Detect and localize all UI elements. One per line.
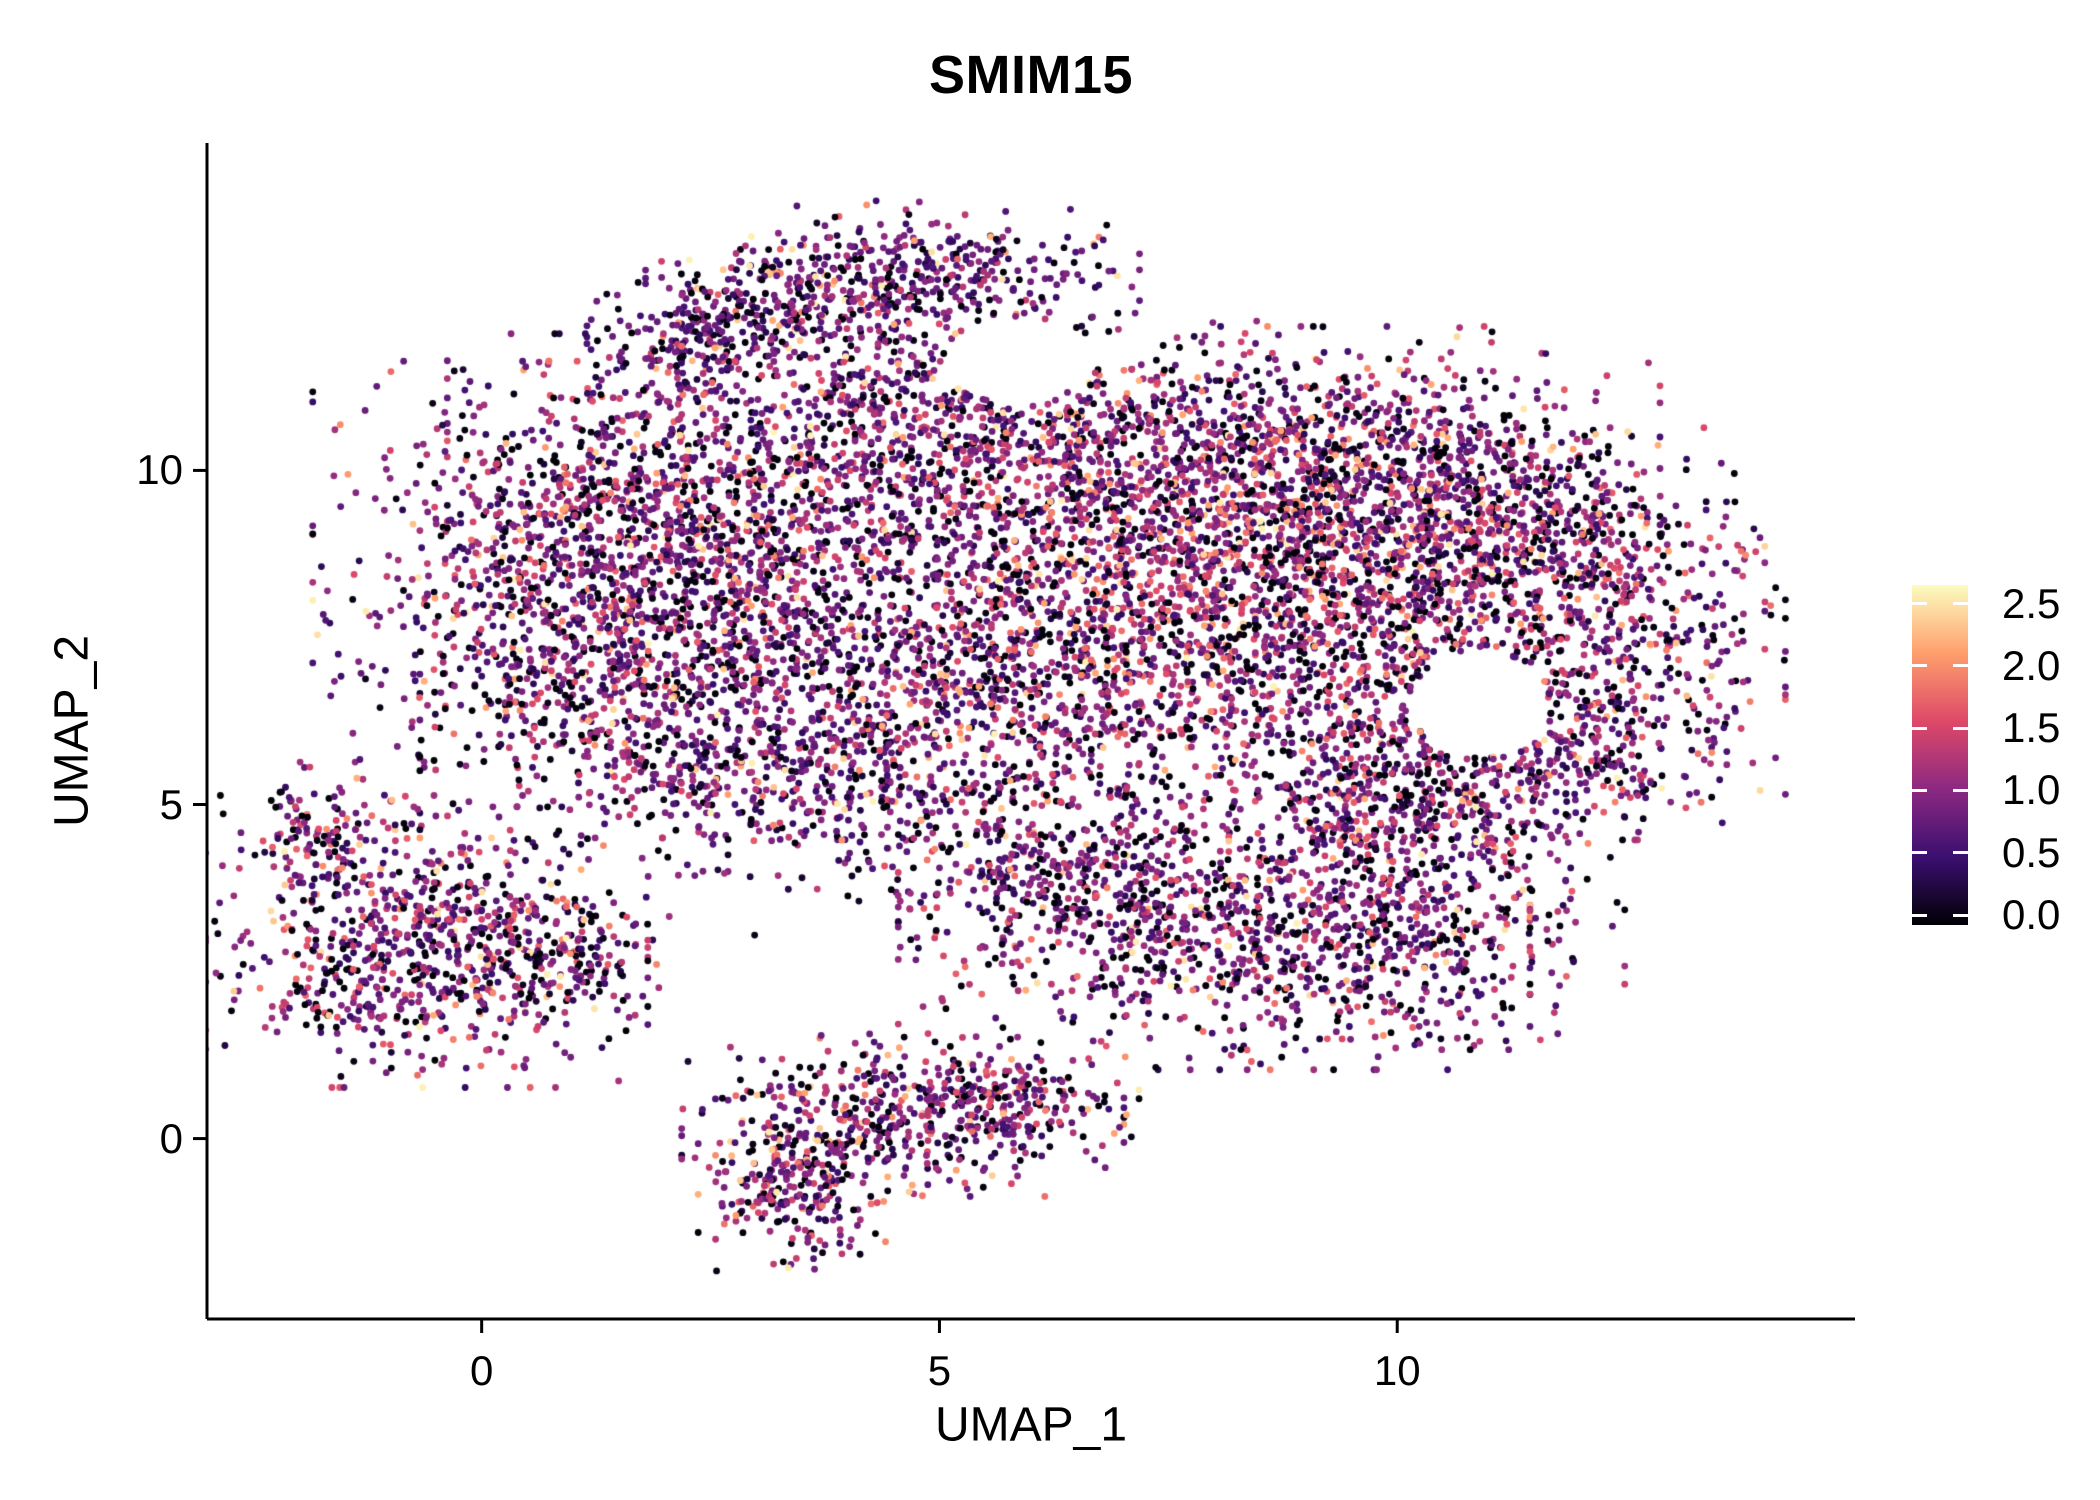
colorbar-tick-mark	[1912, 788, 1927, 792]
colorbar-tick-label: 1.0	[2002, 766, 2061, 814]
x-tick-label: 5	[927, 1347, 952, 1394]
colorbar-tick-mark	[1953, 788, 1968, 792]
colorbar-tick-mark	[1953, 913, 1968, 917]
colorbar-tick-mark	[1912, 913, 1927, 917]
colorbar-tick-mark	[1912, 602, 1927, 606]
x-tick-label: 10	[1373, 1347, 1421, 1394]
y-tick-label: 5	[159, 780, 183, 828]
colorbar-tick-mark	[1953, 726, 1968, 730]
colorbar-tick-mark	[1953, 664, 1968, 668]
colorbar-tick-label: 2.0	[2002, 641, 2061, 689]
colorbar-tick-mark	[1912, 726, 1927, 730]
colorbar-tick-mark	[1912, 664, 1927, 668]
colorbar-tick-label: 0.5	[2002, 828, 2061, 876]
y-axis-title: UMAP_2	[45, 634, 99, 828]
colorbar-tick-mark	[1912, 851, 1927, 855]
colorbar-tick-mark	[1953, 602, 1968, 606]
scatter-points-canvas	[207, 143, 1855, 1319]
chart-title: SMIM15	[928, 45, 1134, 105]
colorbar-tick-label: 2.5	[2002, 579, 2061, 627]
y-tick-label: 10	[136, 446, 183, 494]
colorbar-tick-label: 1.5	[2002, 704, 2061, 752]
x-axis-title: UMAP_1	[934, 1398, 1128, 1452]
y-tick-label: 0	[159, 1114, 183, 1162]
colorbar-tick-label: 0.0	[2002, 891, 2061, 939]
colorbar-gradient	[1912, 585, 1968, 925]
x-tick-label: 0	[469, 1347, 494, 1394]
colorbar-tick-mark	[1953, 851, 1968, 855]
